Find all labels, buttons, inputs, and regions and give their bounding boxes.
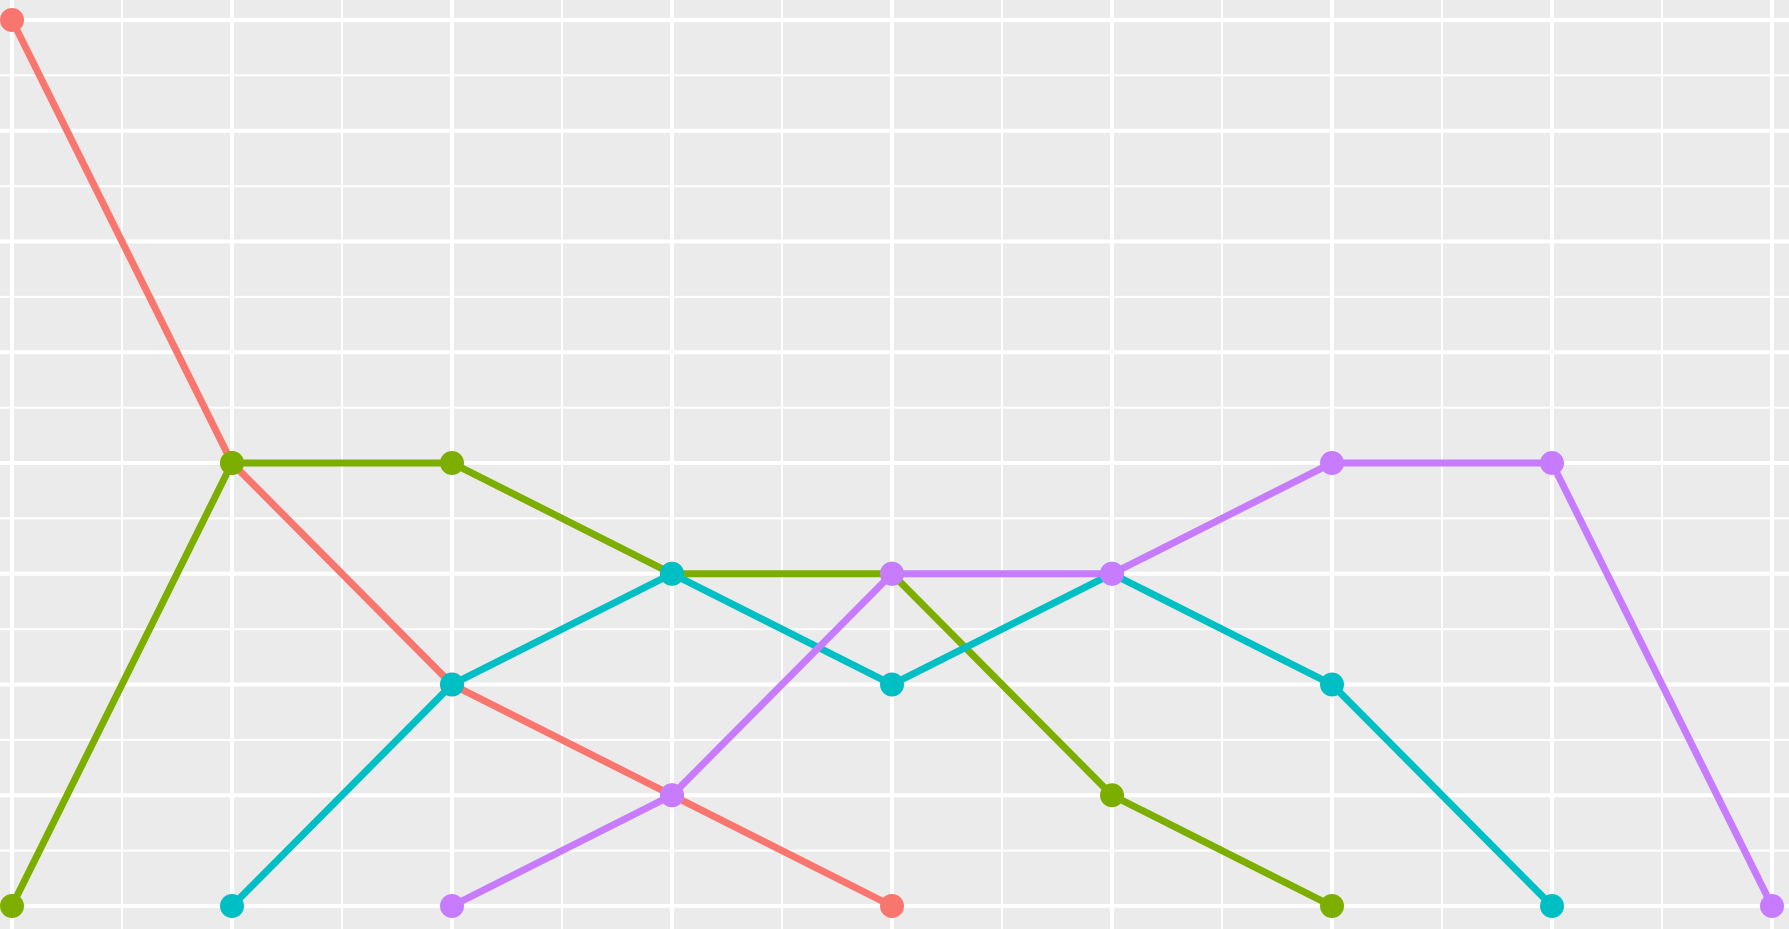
series-3-point-6 <box>1320 672 1344 697</box>
series-points <box>0 8 1784 918</box>
series-4-point-7 <box>1760 894 1784 918</box>
series-3-point-1 <box>220 894 244 918</box>
series-4-point-3 <box>880 561 904 586</box>
series-1-point-1 <box>0 8 24 32</box>
series-3-point-3 <box>660 561 684 586</box>
series-2-point-7 <box>1320 894 1344 918</box>
series-4-point-1 <box>440 894 464 918</box>
series-2-point-3 <box>440 451 464 475</box>
series-3-point-7 <box>1540 894 1564 918</box>
series-4-point-4 <box>1100 561 1124 586</box>
series-3-point-4 <box>880 672 904 697</box>
series-3-point-2 <box>440 672 464 697</box>
series-1-point-5 <box>880 894 904 918</box>
series-4-point-5 <box>1320 451 1344 475</box>
series-2-point-1 <box>0 894 24 918</box>
series-4-point-6 <box>1540 451 1564 475</box>
series-2-point-6 <box>1100 783 1124 808</box>
series-2-point-2 <box>220 451 244 475</box>
series-4-point-2 <box>660 783 684 808</box>
